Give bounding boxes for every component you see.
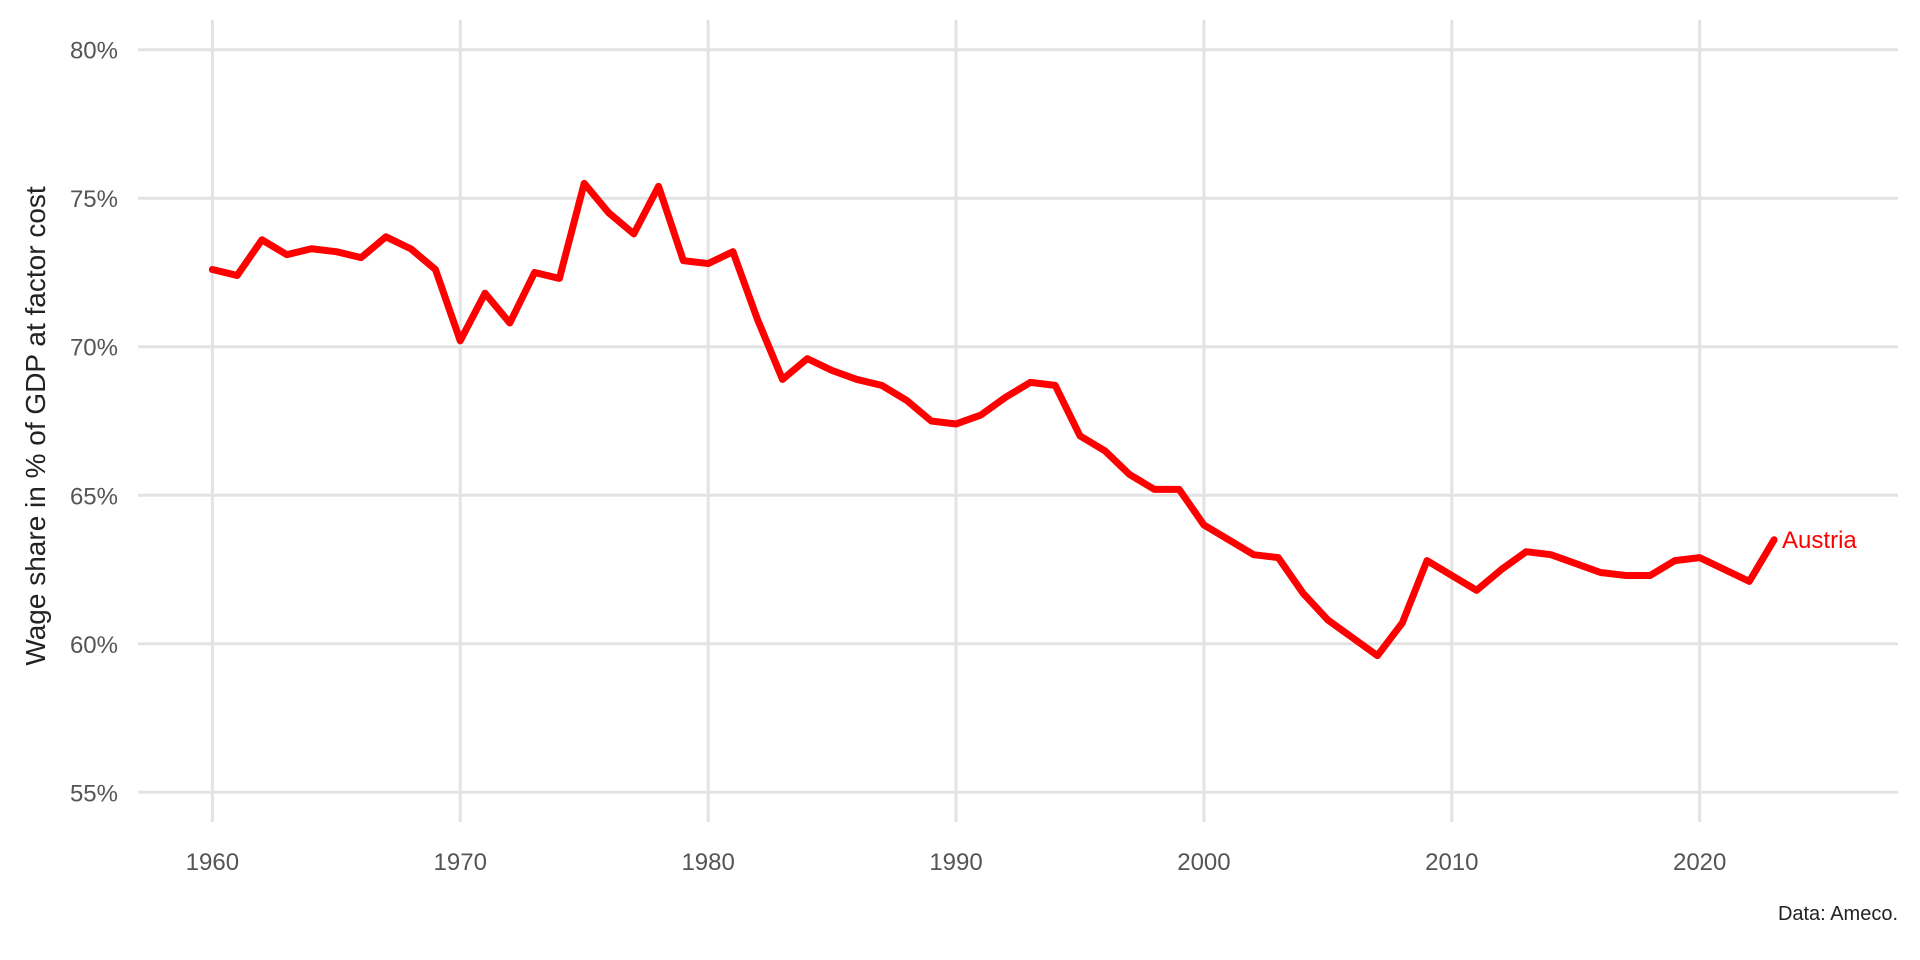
- y-tick-label-80: 80%: [70, 38, 118, 65]
- x-tick-label-2020: 2020: [1673, 849, 1726, 876]
- x-tick-label-1960: 1960: [186, 849, 239, 876]
- x-tick-label-1970: 1970: [434, 849, 487, 876]
- x-gridlines: [210, 20, 1702, 822]
- series-line-austria: [208, 179, 1778, 660]
- y-tick-label-75: 75%: [70, 186, 118, 213]
- x-tick-label-2010: 2010: [1425, 849, 1478, 876]
- y-tick-label-70: 70%: [70, 335, 118, 362]
- x-tick-labels: 1960 1970 1980 1990 2000 2010 2020: [186, 849, 1727, 876]
- x-tick-label-1980: 1980: [681, 849, 734, 876]
- y-axis-title: Wage share in % of GDP at factor cost: [20, 186, 51, 666]
- y-gridlines: [138, 48, 1898, 794]
- y-tick-label-60: 60%: [70, 632, 118, 659]
- x-tick-label-1990: 1990: [929, 849, 982, 876]
- y-tick-label-65: 65%: [70, 483, 118, 510]
- series-label-austria: Austria: [1782, 527, 1857, 554]
- x-tick-label-2000: 2000: [1177, 849, 1230, 876]
- y-tick-labels: 55% 60% 65% 70% 75% 80%: [70, 38, 118, 808]
- y-tick-label-55: 55%: [70, 780, 118, 807]
- series-layer: Austria: [208, 179, 1857, 660]
- data-source-caption: Data: Ameco.: [1778, 903, 1898, 925]
